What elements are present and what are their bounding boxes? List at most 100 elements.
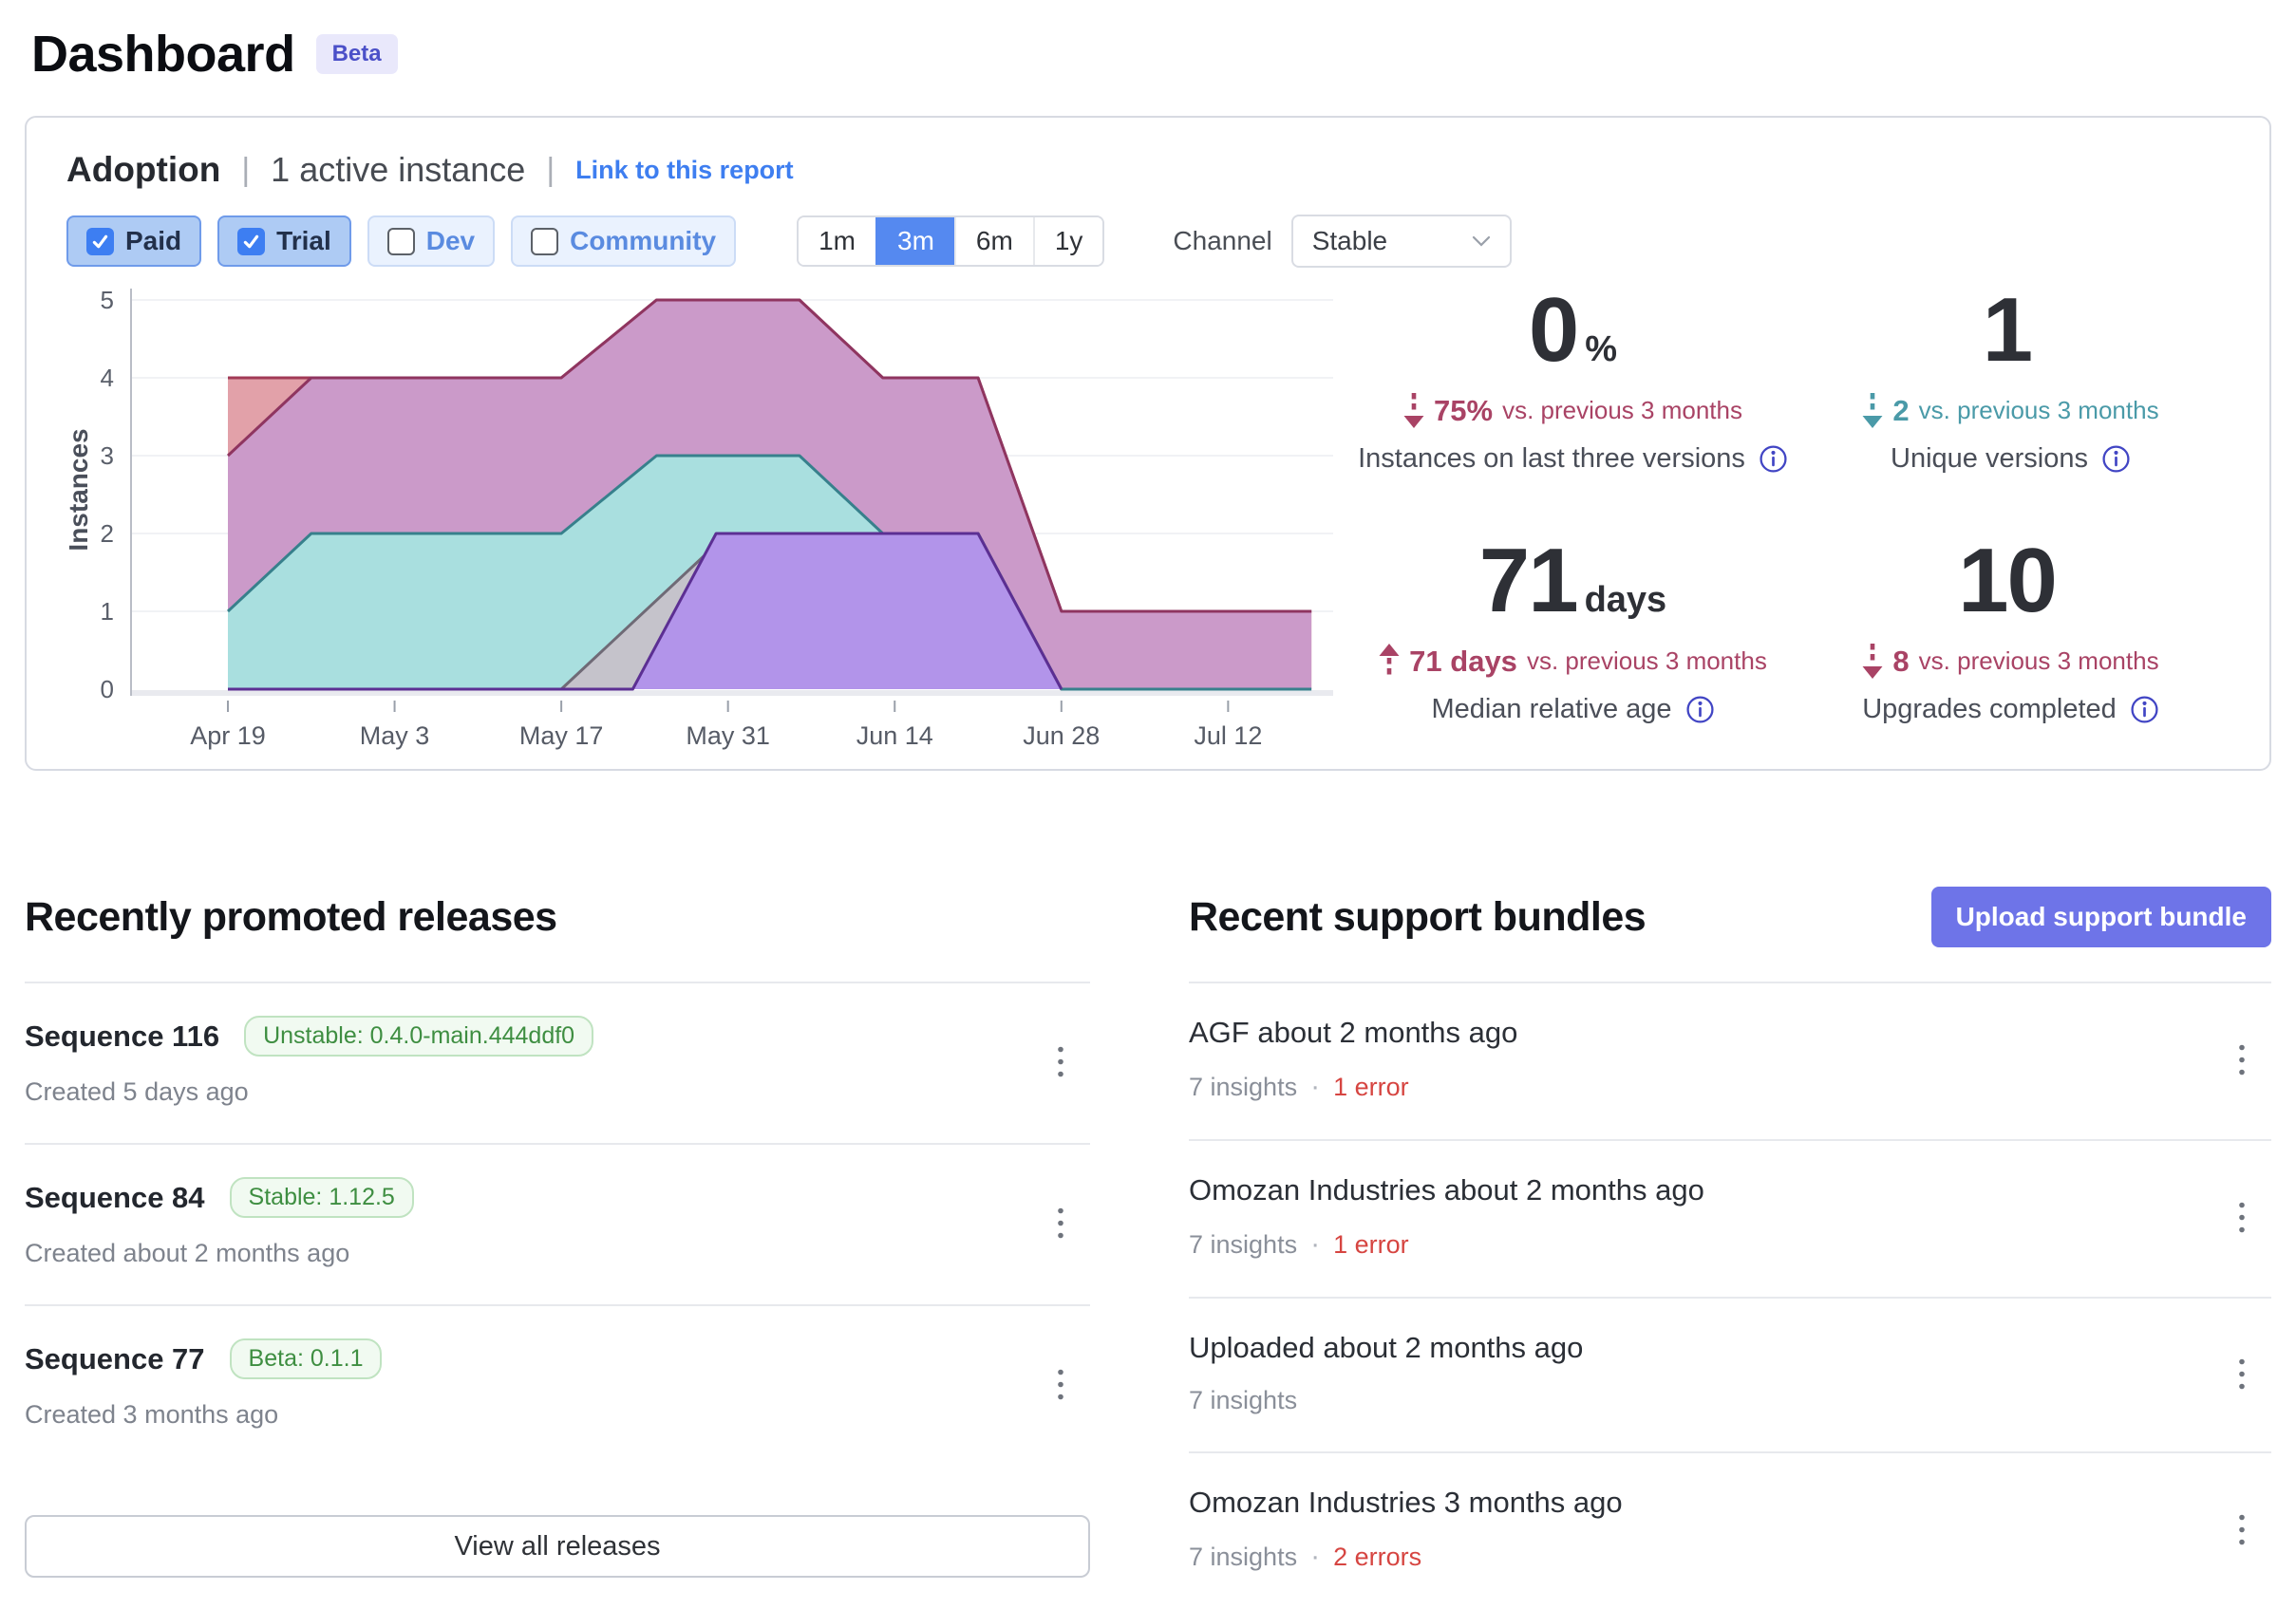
filter-checkbox-paid[interactable]: Paid [66,215,202,267]
svg-text:Jul 12: Jul 12 [1194,721,1262,750]
bundle-error-count: 1 error [1333,1072,1409,1101]
bundle-title-row: AGF about 2 months ago [1189,1016,2205,1050]
bundles-list: AGF about 2 months ago 7 insights · 1 er… [1189,982,2271,1609]
bundles-heading-row: Recent support bundles Upload support bu… [1189,887,2271,947]
dot-separator: · [1310,1541,1321,1572]
support-bundle-row[interactable]: AGF about 2 months ago 7 insights · 1 er… [1189,982,2271,1139]
stat-label-row: Upgrades completed [1792,694,2230,725]
stat-delta-suffix: vs. previous 3 months [1918,396,2159,424]
filter-label: Paid [125,226,182,255]
release-row[interactable]: Sequence 116 Unstable: 0.4.0-main.444ddf… [25,982,1090,1143]
stat-delta-suffix: vs. previous 3 months [1526,646,1767,675]
kebab-icon [2239,1358,2245,1389]
svg-text:May 31: May 31 [686,721,770,750]
kebab-menu-button[interactable] [2228,1034,2256,1090]
kebab-menu-button[interactable] [2228,1347,2256,1403]
trend-arrow-icon [1862,393,1883,428]
kebab-icon [2239,1514,2245,1545]
kebab-icon [2239,1202,2245,1233]
info-icon[interactable] [2101,444,2131,474]
release-title-row: Sequence 116 Unstable: 0.4.0-main.444ddf… [25,1016,1024,1057]
bundle-insights-count: 7 insights [1189,1229,1298,1259]
kebab-menu-button[interactable] [1046,1036,1075,1092]
range-button-6m[interactable]: 6m [953,217,1033,265]
header-separator: | [546,151,555,188]
filter-checkbox-dev[interactable]: Dev [367,215,496,267]
stat-delta-row: 75% vs. previous 3 months [1354,393,1792,428]
svg-text:Jun 14: Jun 14 [856,721,933,750]
release-row[interactable]: Sequence 77 Beta: 0.1.1 Created 3 months… [25,1304,1090,1466]
release-title-row: Sequence 77 Beta: 0.1.1 [25,1338,1024,1379]
stat-delta-suffix: vs. previous 3 months [1918,646,2159,675]
dot-separator: · [1310,1071,1321,1102]
bundle-title: AGF about 2 months ago [1189,1016,1518,1049]
kebab-icon [1058,1046,1063,1077]
chevron-down-icon [1472,235,1490,247]
support-bundle-row[interactable]: Omozan Industries about 2 months ago 7 i… [1189,1139,2271,1297]
checkbox [531,227,559,255]
filter-checkbox-community[interactable]: Community [511,215,737,267]
kebab-menu-button[interactable] [2228,1191,2256,1247]
channel-select[interactable]: Stable [1290,215,1512,268]
bundle-meta-row: 7 insights · 1 error [1189,1228,2205,1261]
stat-label-row: Median relative age [1354,694,1792,725]
license-filters: Paid Trial Dev Community [66,215,737,267]
support-bundle-row[interactable]: Uploaded about 2 months ago 7 insights [1189,1297,2271,1451]
releases-list: Sequence 116 Unstable: 0.4.0-main.444ddf… [25,982,1090,1466]
releases-heading-row: Recently promoted releases [25,887,1090,947]
view-all-releases-button[interactable]: View all releases [25,1515,1090,1578]
svg-text:Jun 28: Jun 28 [1023,721,1100,750]
release-row[interactable]: Sequence 84 Stable: 1.12.5 Created about… [25,1143,1090,1304]
bundle-title-row: Omozan Industries about 2 months ago [1189,1173,2205,1207]
bundle-title-row: Omozan Industries 3 months ago [1189,1486,2205,1520]
trend-arrow-icon [1862,644,1883,679]
info-icon[interactable] [2130,695,2159,724]
info-icon[interactable] [1759,444,1788,474]
filter-label: Community [570,226,717,255]
link-to-report[interactable]: Link to this report [575,155,794,184]
bundle-insights-count: 7 insights [1189,1542,1298,1571]
page-title: Dashboard [31,26,295,83]
range-button-1y[interactable]: 1y [1032,217,1103,265]
upload-support-bundle-button[interactable]: Upload support bundle [1930,887,2271,947]
support-bundle-row[interactable]: Omozan Industries 3 months ago 7 insight… [1189,1451,2271,1609]
stat-label: Unique versions [1891,443,2088,474]
bundle-title: Uploaded about 2 months ago [1189,1331,1584,1364]
stat-unit: days [1584,580,1667,620]
adoption-stat: 1 2 vs. previous 3 months Unique version… [1792,285,2230,475]
bundle-title: Omozan Industries 3 months ago [1189,1486,1623,1519]
kebab-menu-button[interactable] [1046,1197,1075,1253]
chart-stats-row: Apr 19 May 3 May 17 May 31 Jun 14 Jun 28 Jul 1… [64,279,2230,752]
info-icon[interactable] [1685,695,1715,724]
svg-text:May 3: May 3 [360,721,430,750]
stat-big-number: 71 days [1354,535,1792,627]
release-title-row: Sequence 84 Stable: 1.12.5 [25,1177,1024,1218]
adoption-stat: 10 8 vs. previous 3 months Upgrades comp… [1792,535,2230,725]
page-header: Dashboard Beta [0,0,2296,84]
kebab-menu-button[interactable] [2228,1504,2256,1560]
stat-value: 0 [1528,279,1579,381]
stat-big-number: 10 [1792,535,2230,627]
kebab-menu-button[interactable] [1046,1358,1075,1414]
releases-heading: Recently promoted releases [25,893,557,940]
filter-checkbox-trial[interactable]: Trial [217,215,351,267]
range-button-1m[interactable]: 1m [799,217,876,265]
stat-delta-row: 71 days vs. previous 3 months [1354,644,1792,679]
stat-label: Upgrades completed [1862,694,2117,724]
active-instance-count: 1 active instance [271,150,526,189]
bundle-title-row: Uploaded about 2 months ago [1189,1331,2205,1365]
bundle-meta-row: 7 insights · 1 error [1189,1071,2205,1103]
bottom-columns: Recently promoted releases Sequence 116 … [0,887,2296,1609]
checkbox [386,227,415,255]
header-separator: | [241,151,251,188]
kebab-icon [1058,1207,1063,1239]
filter-label: Dev [425,226,476,255]
channel-selected-value: Stable [1311,226,1388,255]
range-button-3m[interactable]: 3m [875,217,954,265]
svg-text:1: 1 [101,597,114,626]
dot-separator: · [1310,1228,1321,1260]
trend-arrow-icon [1403,393,1424,428]
trend-arrow-icon [1379,644,1400,679]
adoption-title: Adoption [66,150,221,189]
svg-text:2: 2 [101,519,114,548]
